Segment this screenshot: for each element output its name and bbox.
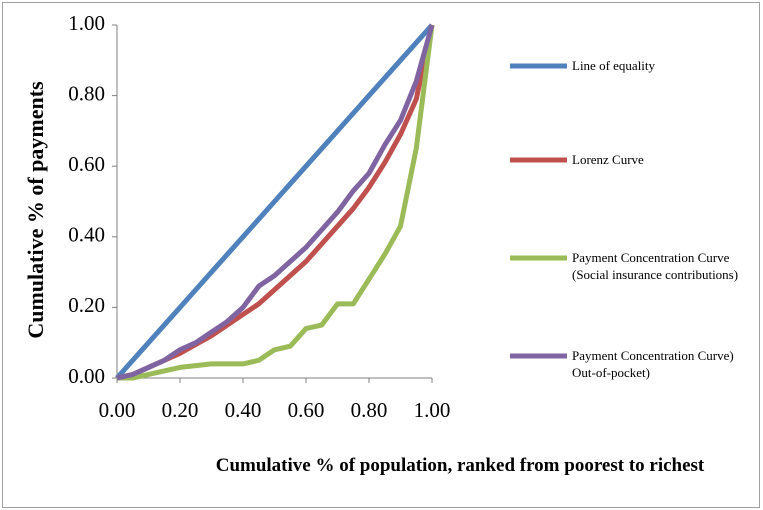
y-tick-label: 1.00 [68, 11, 105, 35]
legend-label: Payment Concentration Curve (Social insu… [572, 250, 739, 282]
series-line [116, 24, 435, 381]
legend-label: Payment Concentration Curve) Out-of-pock… [572, 348, 734, 380]
legend-label: Line of equality [572, 58, 656, 73]
x-tick-label: 0.40 [225, 398, 262, 422]
x-tick-label: 0.20 [162, 398, 199, 422]
y-tick-label: 0.00 [68, 364, 105, 388]
y-tick-label: 0.40 [68, 223, 105, 247]
x-tick-label: 1.00 [414, 398, 451, 422]
y-tick-label: 0.20 [68, 293, 105, 317]
x-tick-label: 0.80 [351, 398, 388, 422]
x-axis-title: Cumulative % of population, ranked from … [215, 455, 705, 476]
legend-label: Lorenz Curve [572, 152, 644, 167]
y-axis-title: Cumulative % of payments [23, 81, 48, 339]
y-tick-label: 0.80 [68, 81, 105, 105]
x-tick-label: 0.60 [288, 398, 325, 422]
y-tick-label: 0.60 [68, 152, 105, 176]
series-line [117, 24, 435, 381]
x-tick-label: 0.00 [99, 398, 136, 422]
series-line [115, 23, 434, 380]
